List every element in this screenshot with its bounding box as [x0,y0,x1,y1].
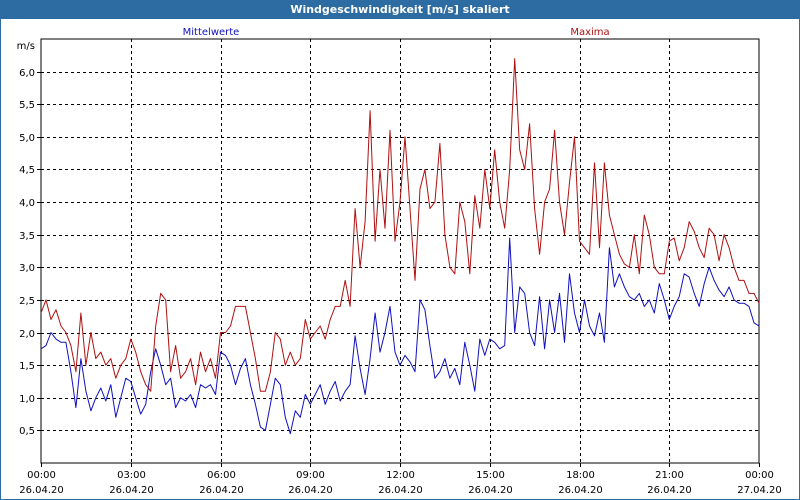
x-tick-date-label: 26.04.20 [378,485,423,496]
x-tick-date-label: 26.04.20 [288,485,333,496]
series-line-maxima [40,58,760,392]
x-tick-time-label: 00:00 [745,470,774,481]
y-tick-label: 3,5 [19,231,35,242]
y-tick-label: 5,0 [19,133,35,144]
series-line-mittelwerte [40,237,760,435]
x-tick-date-label: 26.04.20 [558,485,603,496]
legend-maxima: Maxima [570,27,609,38]
x-tick-time-label: 21:00 [655,470,684,481]
y-tick-label: 3,0 [19,263,35,274]
x-tick-time-label: 06:00 [207,470,236,481]
y-tick-label: 2,5 [19,296,35,307]
y-tick-label: 2,0 [19,329,35,340]
x-tick-date-label: 26.04.20 [647,485,692,496]
x-tick-date-label: 26.04.20 [19,485,64,496]
y-tick-label: 6,0 [19,68,35,79]
legend-mittelwerte: Mittelwerte [183,27,240,38]
y-tick-label: 1,0 [19,394,35,405]
y-tick-label: 4,0 [19,198,35,209]
y-tick-label: 1,5 [19,361,35,372]
x-tick-time-label: 00:00 [27,470,56,481]
x-tick-date-label: 27.04.20 [737,485,782,496]
x-tick-time-label: 03:00 [117,470,146,481]
window-title: Windgeschwindigkeit [m/s] skaliert [1,1,799,19]
x-tick-time-label: 09:00 [296,470,325,481]
y-tick-label: 5,5 [19,100,35,111]
x-tick-time-label: 12:00 [386,470,415,481]
y-tick-label: 4,5 [19,165,35,176]
x-tick-date-label: 26.04.20 [109,485,154,496]
chart-canvas: 0,5 1,0 1,5 2,0 2,5 3,0 3,5 4,0 4,5 5,0 5,5 6,0 m/s 0… [17,27,782,496]
x-tick-date-label: 26.04.20 [468,485,513,496]
y-axis-label: m/s [17,41,35,52]
x-tick-time-label: 15:00 [476,470,505,481]
x-tick-date-label: 26.04.20 [199,485,244,496]
y-tick-label: 0,5 [19,426,35,437]
x-tick-time-label: 18:00 [566,470,595,481]
